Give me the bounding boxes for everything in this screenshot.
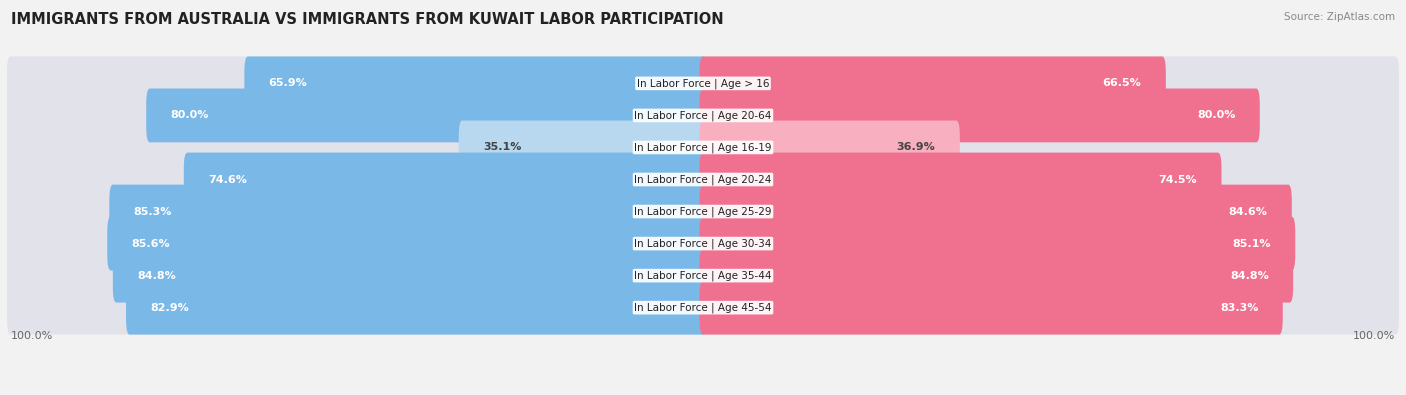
FancyBboxPatch shape [184, 152, 706, 207]
FancyBboxPatch shape [7, 184, 1399, 239]
Text: 100.0%: 100.0% [10, 331, 53, 341]
FancyBboxPatch shape [700, 249, 1294, 303]
FancyBboxPatch shape [700, 120, 960, 174]
FancyBboxPatch shape [7, 152, 1399, 207]
Text: In Labor Force | Age 20-64: In Labor Force | Age 20-64 [634, 110, 772, 121]
Text: In Labor Force | Age 45-54: In Labor Force | Age 45-54 [634, 303, 772, 313]
FancyBboxPatch shape [127, 281, 706, 335]
Text: In Labor Force | Age 20-24: In Labor Force | Age 20-24 [634, 174, 772, 185]
FancyBboxPatch shape [700, 88, 1260, 142]
Text: In Labor Force | Age > 16: In Labor Force | Age > 16 [637, 78, 769, 88]
Text: IMMIGRANTS FROM AUSTRALIA VS IMMIGRANTS FROM KUWAIT LABOR PARTICIPATION: IMMIGRANTS FROM AUSTRALIA VS IMMIGRANTS … [11, 12, 724, 27]
FancyBboxPatch shape [700, 217, 1295, 271]
Text: In Labor Force | Age 16-19: In Labor Force | Age 16-19 [634, 142, 772, 153]
Text: 80.0%: 80.0% [1197, 111, 1236, 120]
Text: 80.0%: 80.0% [170, 111, 209, 120]
Text: 83.3%: 83.3% [1220, 303, 1258, 313]
Text: 85.3%: 85.3% [134, 207, 172, 216]
Text: 65.9%: 65.9% [269, 78, 308, 88]
Text: 36.9%: 36.9% [897, 143, 935, 152]
FancyBboxPatch shape [107, 217, 706, 271]
FancyBboxPatch shape [146, 88, 706, 142]
FancyBboxPatch shape [7, 217, 1399, 271]
FancyBboxPatch shape [700, 152, 1222, 207]
FancyBboxPatch shape [700, 56, 1166, 110]
Text: 74.6%: 74.6% [208, 175, 247, 184]
FancyBboxPatch shape [700, 281, 1282, 335]
Text: In Labor Force | Age 35-44: In Labor Force | Age 35-44 [634, 270, 772, 281]
Text: 85.6%: 85.6% [132, 239, 170, 248]
Text: 74.5%: 74.5% [1159, 175, 1197, 184]
FancyBboxPatch shape [7, 120, 1399, 174]
Legend: Immigrants from Australia, Immigrants from Kuwait: Immigrants from Australia, Immigrants fr… [509, 391, 897, 395]
Text: 84.8%: 84.8% [1230, 271, 1268, 280]
FancyBboxPatch shape [245, 56, 706, 110]
Text: 35.1%: 35.1% [484, 143, 522, 152]
Text: 66.5%: 66.5% [1102, 78, 1142, 88]
FancyBboxPatch shape [7, 281, 1399, 335]
Text: In Labor Force | Age 30-34: In Labor Force | Age 30-34 [634, 238, 772, 249]
Text: 85.1%: 85.1% [1233, 239, 1271, 248]
FancyBboxPatch shape [7, 249, 1399, 303]
FancyBboxPatch shape [7, 88, 1399, 142]
Text: In Labor Force | Age 25-29: In Labor Force | Age 25-29 [634, 206, 772, 217]
FancyBboxPatch shape [458, 120, 706, 174]
Text: Source: ZipAtlas.com: Source: ZipAtlas.com [1284, 12, 1395, 22]
FancyBboxPatch shape [112, 249, 706, 303]
Text: 100.0%: 100.0% [1353, 331, 1396, 341]
Text: 84.6%: 84.6% [1229, 207, 1267, 216]
Text: 84.8%: 84.8% [138, 271, 176, 280]
FancyBboxPatch shape [7, 56, 1399, 110]
FancyBboxPatch shape [700, 184, 1292, 239]
Text: 82.9%: 82.9% [150, 303, 190, 313]
FancyBboxPatch shape [110, 184, 706, 239]
